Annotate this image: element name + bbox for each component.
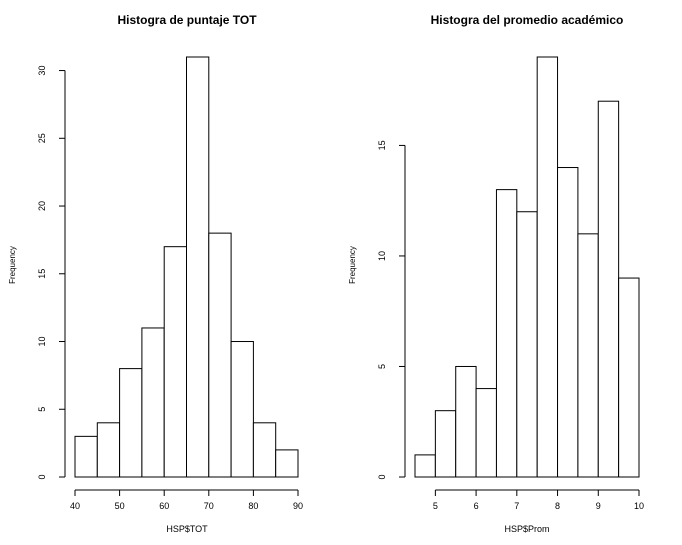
histogram-bar bbox=[597, 100, 620, 478]
x-axis-label: HSP$TOT bbox=[166, 524, 208, 534]
x-tick-label: 8 bbox=[555, 501, 560, 511]
x-axis: 40 50 60 70 80 90 bbox=[70, 489, 303, 511]
x-axis: 5 6 7 8 9 10 bbox=[433, 489, 644, 511]
chart-title: Histogra del promedio académico bbox=[431, 13, 624, 27]
y-tick-label: 10 bbox=[377, 251, 387, 261]
x-tick-label: 7 bbox=[514, 501, 519, 511]
histogram-bar bbox=[577, 233, 599, 478]
histogram-bar bbox=[96, 422, 121, 478]
y-tick-label: 15 bbox=[377, 140, 387, 150]
histogram-bar bbox=[163, 246, 187, 478]
x-tick-label: 5 bbox=[433, 501, 438, 511]
histogram-bar bbox=[495, 189, 518, 478]
histogram-bar bbox=[414, 454, 436, 478]
y-tick-label: 5 bbox=[37, 407, 47, 412]
bars bbox=[74, 56, 299, 478]
y-tick-label: 5 bbox=[377, 364, 387, 369]
histogram-puntaje-tot: Histogra de puntaje TOT HSP$TOT Frequenc… bbox=[8, 13, 303, 534]
y-axis-label: Frequency bbox=[8, 246, 17, 284]
x-tick-label: 10 bbox=[634, 501, 644, 511]
y-tick-label: 15 bbox=[37, 269, 47, 279]
histogram-bar bbox=[141, 327, 165, 478]
y-tick-label: 0 bbox=[37, 474, 47, 479]
y-axis: 0 5 10 15 bbox=[377, 140, 406, 480]
histogram-bar bbox=[186, 56, 210, 478]
chart-title: Histogra de puntaje TOT bbox=[117, 13, 257, 27]
y-tick-label: 25 bbox=[37, 133, 47, 143]
histogram-bar bbox=[74, 435, 98, 478]
x-axis-label: HSP$Prom bbox=[504, 524, 549, 534]
histogram-bar bbox=[455, 365, 477, 478]
y-tick-label: 20 bbox=[37, 201, 47, 211]
y-tick-label: 30 bbox=[37, 66, 47, 76]
histogram-bar bbox=[516, 211, 538, 478]
histogram-bar bbox=[557, 167, 579, 478]
y-axis: 0 5 10 15 20 25 30 bbox=[37, 66, 66, 480]
x-tick-label: 80 bbox=[248, 501, 258, 511]
histogram-bar bbox=[475, 388, 497, 478]
histogram-bar bbox=[252, 422, 277, 478]
y-tick-label: 0 bbox=[377, 474, 387, 479]
histogram-bar bbox=[230, 341, 254, 478]
histogram-bar bbox=[208, 232, 232, 478]
x-tick-label: 90 bbox=[293, 501, 303, 511]
histogram-bar bbox=[275, 449, 299, 478]
histogram-bar bbox=[434, 410, 457, 478]
y-axis-label: Frequency bbox=[348, 246, 357, 284]
x-tick-label: 60 bbox=[159, 501, 169, 511]
x-tick-label: 70 bbox=[204, 501, 214, 511]
histogram-bar bbox=[618, 277, 640, 478]
x-tick-label: 6 bbox=[474, 501, 479, 511]
x-tick-label: 40 bbox=[70, 501, 80, 511]
histogram-bar bbox=[119, 368, 143, 478]
bars bbox=[414, 56, 640, 478]
histogram-promedio-academico: Histogra del promedio académico HSP$Prom… bbox=[348, 13, 644, 534]
y-tick-label: 10 bbox=[37, 337, 47, 347]
histogram-bar bbox=[536, 56, 559, 478]
x-tick-label: 9 bbox=[596, 501, 601, 511]
x-tick-label: 50 bbox=[115, 501, 125, 511]
